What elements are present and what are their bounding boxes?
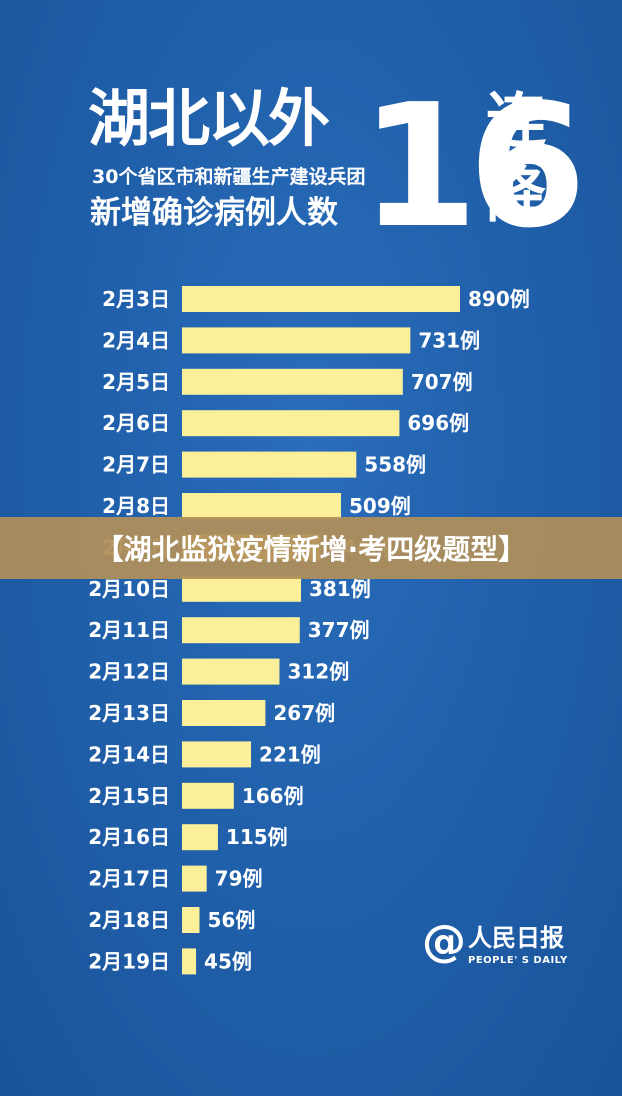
- bar: [182, 907, 200, 933]
- category-label: 2月11日: [88, 618, 170, 642]
- category-label: 2月19日: [88, 949, 170, 973]
- value-label: 707例: [411, 370, 473, 394]
- bar: [182, 451, 357, 478]
- banner-text[interactable]: 【湖北监狱疫情新增·考四级题型】: [95, 533, 527, 566]
- value-label: 56例: [207, 908, 255, 932]
- value-label: 696例: [407, 411, 469, 435]
- overlay-banner[interactable]: 【湖北监狱疫情新增·考四级题型】: [0, 517, 622, 579]
- bar: [182, 368, 403, 395]
- header: 湖北以外 30个省区市和新疆生产建设兵团 新增确诊病例人数 16 连 降: [0, 0, 622, 280]
- bar-chart: 2月3日 890例 2月4日 731例 2月5日 707例 2月6日 696例 2月7日 558例…: [88, 286, 530, 975]
- bar: [182, 658, 280, 685]
- title-main: 湖北以外: [88, 82, 330, 155]
- at-icon: @: [422, 916, 466, 967]
- bar: [182, 782, 234, 809]
- big-number: 16: [360, 68, 587, 266]
- value-label: 45例: [204, 949, 252, 973]
- category-label: 2月15日: [88, 784, 170, 808]
- value-label: 558例: [364, 453, 426, 477]
- category-label: 2月10日: [88, 577, 170, 601]
- bar: [182, 617, 300, 644]
- value-label: 267例: [273, 701, 335, 725]
- bar: [182, 824, 218, 851]
- bar: [182, 493, 341, 519]
- bar: [182, 286, 460, 312]
- subtitle: 30个省区市和新疆生产建设兵团: [92, 166, 366, 188]
- title-line3: 新增确诊病例人数: [90, 195, 338, 231]
- value-label: 509例: [349, 494, 411, 518]
- category-label: 2月13日: [88, 701, 170, 725]
- category-label: 2月3日: [102, 287, 170, 311]
- value-label: 115例: [226, 825, 288, 849]
- value-label: 890例: [468, 287, 530, 311]
- value-label: 381例: [309, 577, 371, 601]
- bar: [182, 410, 400, 437]
- category-label: 2月17日: [88, 867, 170, 891]
- value-label: 221例: [259, 742, 321, 766]
- big-char-2: 降: [486, 161, 546, 231]
- bar: [182, 575, 302, 602]
- value-label: 166例: [242, 784, 304, 808]
- value-label: 312例: [287, 660, 349, 684]
- bar: [182, 327, 411, 354]
- category-label: 2月7日: [102, 453, 170, 477]
- category-label: 2月14日: [88, 742, 170, 766]
- bar: [182, 741, 252, 768]
- category-label: 2月4日: [102, 328, 170, 352]
- category-label: 2月18日: [88, 908, 170, 932]
- bar: [182, 948, 197, 975]
- value-label: 731例: [418, 328, 480, 352]
- big-char-1: 连: [486, 87, 546, 157]
- bar: [182, 865, 207, 892]
- category-label: 2月16日: [88, 825, 170, 849]
- logo-name: 人民日报: [468, 924, 564, 952]
- peoples-daily-logo: @ 人民日报 PEOPLE' S DAILY: [420, 916, 580, 972]
- category-label: 2月8日: [102, 494, 170, 518]
- logo-english: PEOPLE' S DAILY: [468, 955, 568, 966]
- bar: [182, 700, 266, 726]
- category-label: 2月6日: [102, 411, 170, 435]
- value-label: 377例: [308, 618, 370, 642]
- category-label: 2月12日: [88, 660, 170, 684]
- value-label: 79例: [215, 867, 263, 891]
- category-label: 2月5日: [102, 370, 170, 394]
